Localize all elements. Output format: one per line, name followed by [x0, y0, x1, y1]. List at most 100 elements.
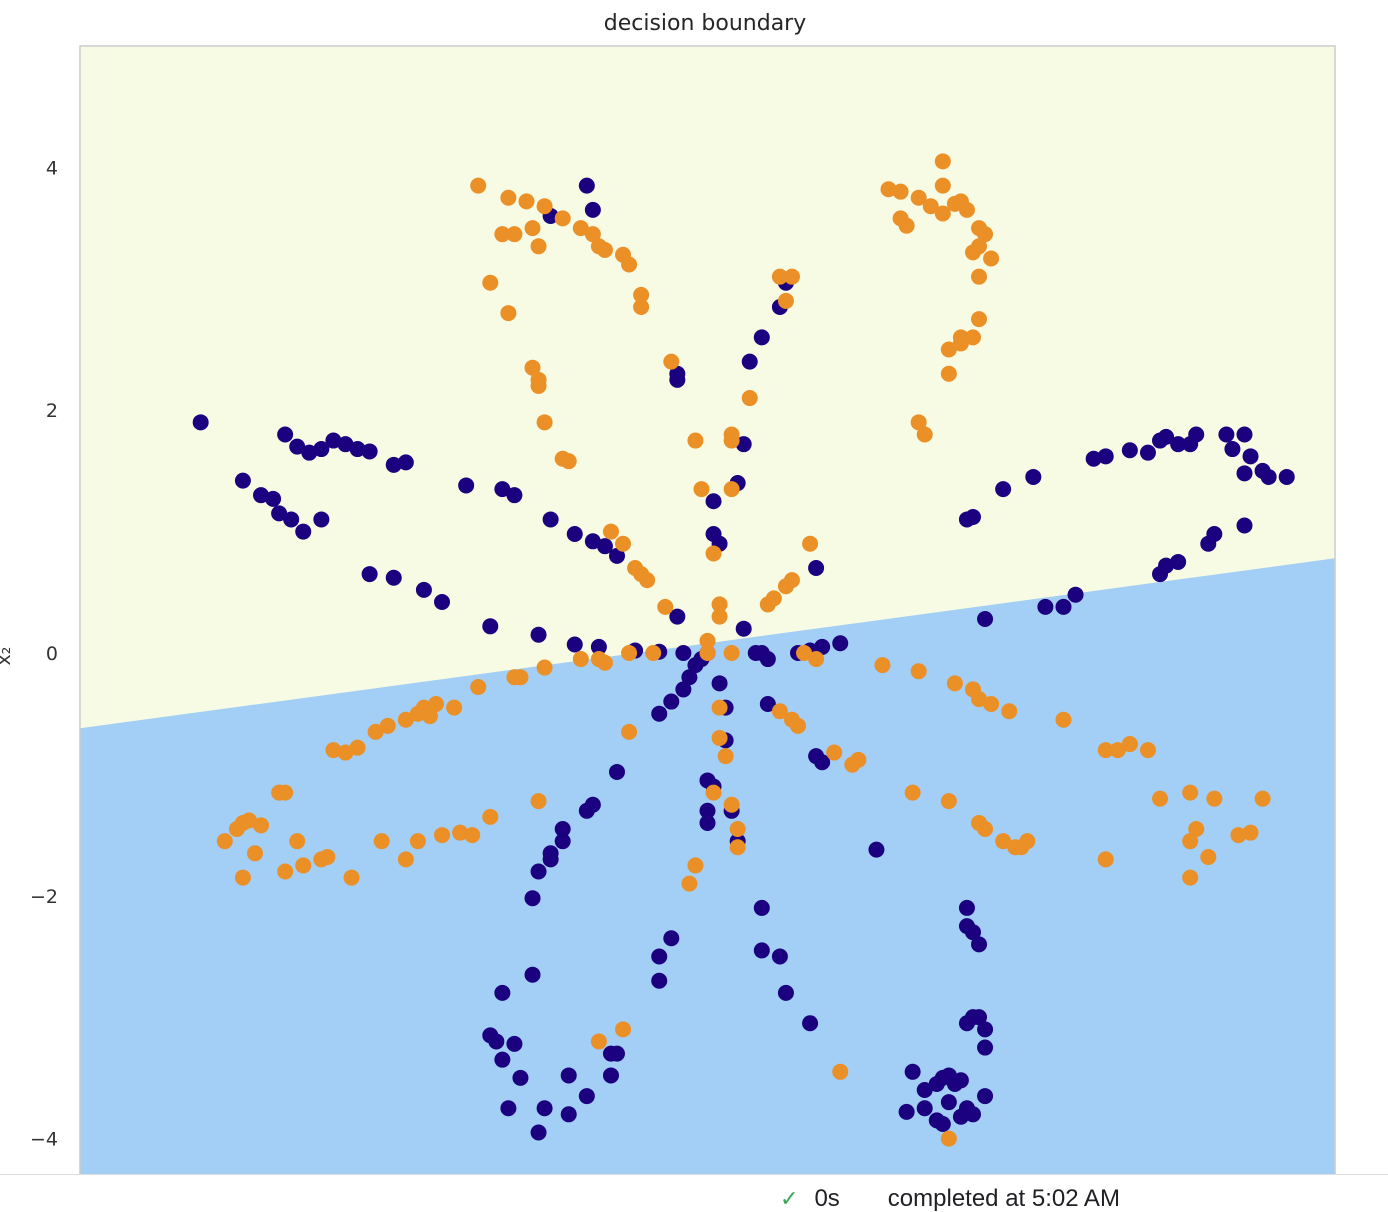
point-series-1-114 [512, 669, 529, 686]
point-series-1-138 [850, 751, 867, 768]
y-tick-label-1: 2 [46, 400, 58, 422]
point-series-1-52 [922, 198, 939, 215]
point-series-0-136 [971, 936, 988, 953]
point-series-1-163 [904, 784, 921, 801]
point-series-0-31 [675, 644, 692, 661]
check-icon: ✓ [780, 1186, 799, 1211]
point-series-0-71 [759, 695, 776, 712]
point-series-0-6 [337, 436, 354, 453]
point-series-1-82 [253, 817, 270, 834]
point-series-0-110 [771, 948, 788, 965]
point-series-1-102 [337, 744, 354, 761]
point-series-0-141 [995, 481, 1012, 498]
point-series-1-129 [687, 857, 704, 874]
point-series-0-169 [977, 610, 994, 627]
point-series-0-105 [560, 1106, 577, 1123]
point-series-0-27 [566, 636, 583, 653]
point-series-0-114 [916, 1082, 933, 1099]
point-series-0-158 [1278, 468, 1295, 485]
point-series-0-66 [814, 638, 831, 655]
point-series-0-23 [415, 581, 432, 598]
point-series-1-144 [983, 695, 1000, 712]
point-series-1-50 [892, 183, 909, 200]
point-series-1-93 [373, 833, 390, 850]
point-series-1-8 [596, 241, 613, 258]
point-series-0-98 [512, 1069, 529, 1086]
point-series-0-7 [349, 441, 366, 458]
point-series-1-64 [934, 177, 951, 194]
point-series-0-47 [735, 436, 752, 453]
point-series-1-40 [783, 572, 800, 589]
point-series-0-163 [1170, 553, 1187, 570]
point-series-0-8 [361, 443, 378, 460]
point-series-1-21 [530, 377, 547, 394]
y-axis-ticks: 4 2 0 −2 −4 [30, 157, 58, 1150]
point-series-0-143 [1085, 450, 1102, 467]
point-series-1-172 [832, 1063, 849, 1080]
point-series-0-56 [663, 693, 680, 710]
point-series-1-133 [771, 703, 788, 720]
point-series-1-3 [536, 198, 553, 215]
point-series-1-61 [983, 250, 1000, 267]
point-series-0-25 [482, 618, 499, 635]
point-series-1-173 [940, 1130, 957, 1147]
point-series-0-11 [458, 477, 475, 494]
point-series-1-26 [615, 535, 632, 552]
point-series-0-128 [952, 1108, 969, 1125]
point-series-1-32 [687, 432, 704, 449]
point-series-1-109 [421, 708, 438, 725]
point-series-1-146 [1055, 711, 1072, 728]
point-series-0-99 [560, 1067, 577, 1084]
point-series-0-46 [669, 371, 686, 388]
point-series-0-76 [578, 802, 595, 819]
point-series-1-124 [717, 748, 734, 765]
point-series-1-17 [482, 274, 499, 291]
point-series-1-72 [940, 365, 957, 382]
point-series-0-86 [699, 814, 716, 831]
point-series-1-67 [971, 311, 988, 328]
point-series-1-111 [446, 699, 463, 716]
point-series-0-92 [524, 966, 541, 983]
point-series-1-98 [464, 827, 481, 844]
point-series-0-109 [753, 942, 770, 959]
point-series-1-156 [1206, 790, 1223, 807]
point-series-1-110 [427, 695, 444, 712]
point-series-0-152 [1218, 426, 1235, 443]
point-series-1-86 [246, 845, 263, 862]
point-series-0-73 [814, 754, 831, 771]
point-series-0-131 [971, 1009, 988, 1026]
point-series-0-126 [898, 1103, 915, 1120]
point-series-0-53 [735, 620, 752, 637]
point-series-1-104 [367, 723, 384, 740]
point-series-1-34 [723, 426, 740, 443]
point-series-1-84 [277, 784, 294, 801]
point-series-1-116 [572, 651, 589, 668]
point-series-0-39 [584, 201, 601, 218]
point-series-0-125 [977, 1088, 994, 1105]
point-series-0-97 [494, 1051, 511, 1068]
point-series-0-113 [904, 1063, 921, 1080]
execution-status-message: completed at 5:02 AM [887, 1185, 1120, 1212]
point-series-1-73 [910, 414, 927, 431]
point-series-1-131 [615, 1021, 632, 1038]
point-series-1-125 [705, 784, 722, 801]
point-series-1-162 [940, 793, 957, 810]
point-series-1-118 [596, 654, 613, 671]
point-series-0-93 [494, 984, 511, 1001]
point-series-1-112 [470, 678, 487, 695]
point-series-0-89 [663, 930, 680, 947]
point-series-1-119 [621, 644, 638, 661]
point-series-1-135 [790, 717, 807, 734]
point-series-0-67 [832, 635, 849, 652]
point-series-1-126 [723, 796, 740, 813]
point-series-1-74 [916, 426, 933, 443]
point-series-1-159 [1242, 824, 1259, 841]
point-series-1-158 [1230, 827, 1247, 844]
point-series-1-6 [584, 226, 601, 243]
point-series-0-149 [1170, 436, 1187, 453]
point-series-0-24 [434, 594, 451, 611]
point-series-1-1 [500, 189, 517, 206]
point-series-1-24 [560, 453, 577, 470]
point-series-0-68 [711, 675, 728, 692]
point-series-1-51 [910, 189, 927, 206]
